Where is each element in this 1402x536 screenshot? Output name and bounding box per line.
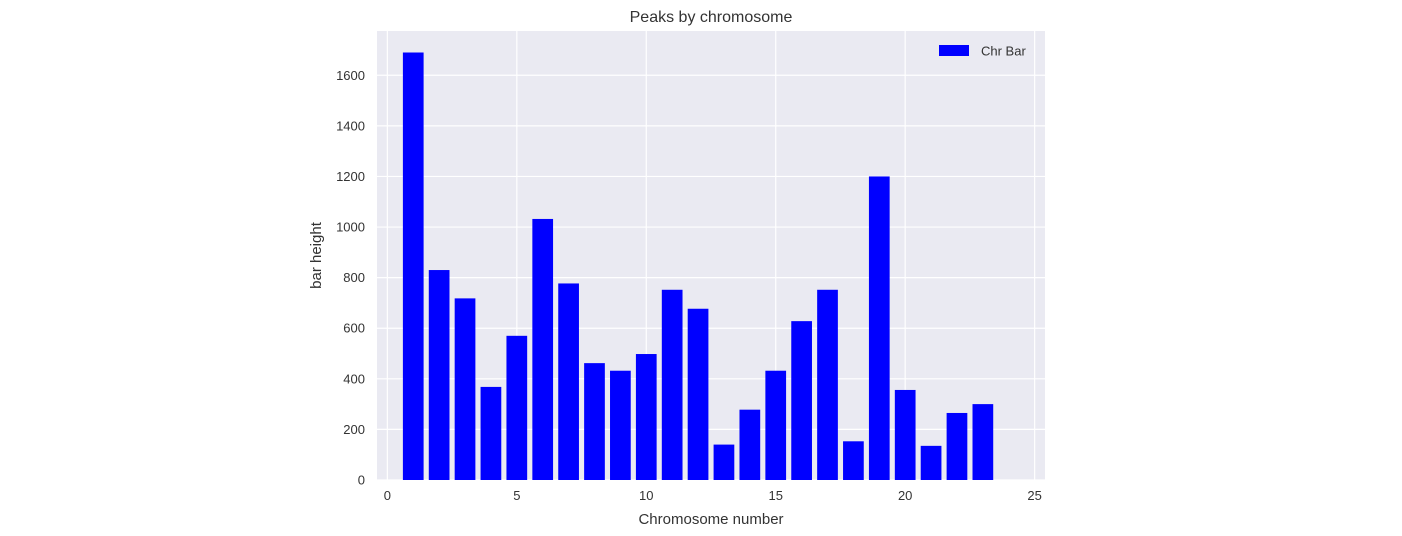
plot-area [377,31,1045,480]
bar [946,412,968,480]
bar [532,218,554,480]
y-tick-label: 1600 [336,68,365,83]
bar [791,321,812,480]
y-tick-label: 1400 [336,118,365,133]
bar [480,386,502,480]
bar [687,308,709,480]
y-tick-label: 1200 [336,169,365,184]
bar [402,52,424,481]
bar [558,283,579,480]
y-tick-label: 200 [343,422,365,437]
y-tick-labels: 0 200 400 600 800 1000 1200 1400 1600 [336,68,365,488]
x-tick-labels: 0 5 10 15 20 25 [384,488,1042,503]
y-tick-label: 1000 [336,220,365,235]
bars [402,52,994,481]
bar [584,363,605,480]
x-tick-label: 5 [513,488,520,503]
y-tick-label: 800 [343,270,365,285]
bar [454,298,476,480]
bar [506,335,528,480]
bar [894,389,916,480]
x-tick-label: 20 [898,488,912,503]
y-axis-label: bar height [308,221,325,289]
x-axis-label: Chromosome number [638,511,783,528]
bar [920,445,942,480]
y-tick-label: 0 [358,473,365,488]
y-tick-label: 600 [343,321,365,336]
bar [868,176,890,481]
x-tick-label: 15 [768,488,782,503]
bar [635,354,657,480]
x-tick-label: 0 [384,488,391,503]
y-tick-label: 400 [343,371,365,386]
bar [713,444,735,480]
x-tick-label: 10 [639,488,653,503]
bar [972,404,994,480]
x-tick-label: 25 [1027,488,1041,503]
bar [739,409,761,480]
bar [610,370,631,480]
legend-label: Chr Bar [981,44,1026,59]
bar [817,289,838,480]
legend-swatch [939,45,969,56]
bar [661,289,683,480]
chart-title: Peaks by chromosome [630,9,793,26]
legend: Chr Bar [939,44,1026,59]
bar [843,441,864,480]
bar [765,370,787,480]
bar [428,270,450,480]
